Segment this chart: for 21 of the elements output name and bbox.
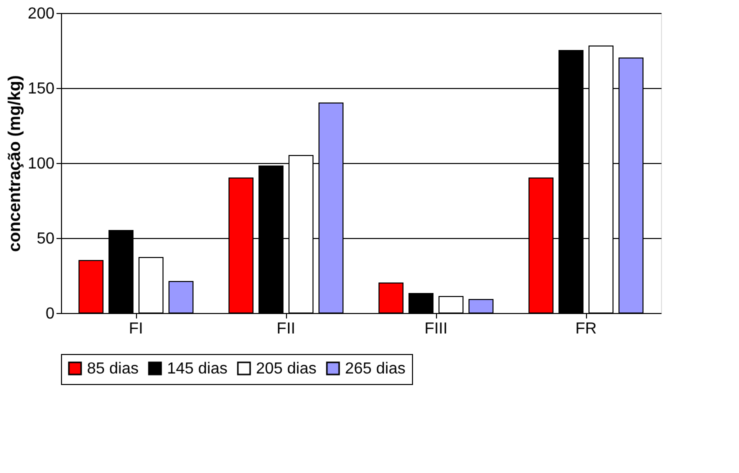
bar — [468, 299, 494, 314]
bar — [168, 281, 194, 314]
bar — [408, 293, 434, 314]
legend-label: 145 dias — [167, 360, 228, 378]
y-tick-label: 150 — [28, 80, 55, 98]
bar — [438, 296, 464, 314]
bar — [78, 260, 104, 314]
x-tick-label: FIII — [424, 320, 448, 338]
bar — [378, 282, 404, 314]
bar — [138, 257, 164, 314]
legend-label: 265 dias — [345, 360, 406, 378]
y-tick-label: 200 — [28, 6, 55, 22]
y-tick-label: 100 — [28, 156, 55, 172]
x-tick-label: FII — [276, 320, 296, 338]
x-tick-label: FR — [575, 320, 597, 338]
y-tick-label: 0 — [46, 306, 55, 322]
y-axis-title: concentração (mg/kg) — [4, 75, 24, 252]
legend-label: 85 dias — [87, 360, 139, 378]
y-tick-label: 50 — [36, 230, 55, 248]
legend-label: 205 dias — [256, 360, 316, 378]
x-tick-label: FI — [128, 320, 144, 338]
